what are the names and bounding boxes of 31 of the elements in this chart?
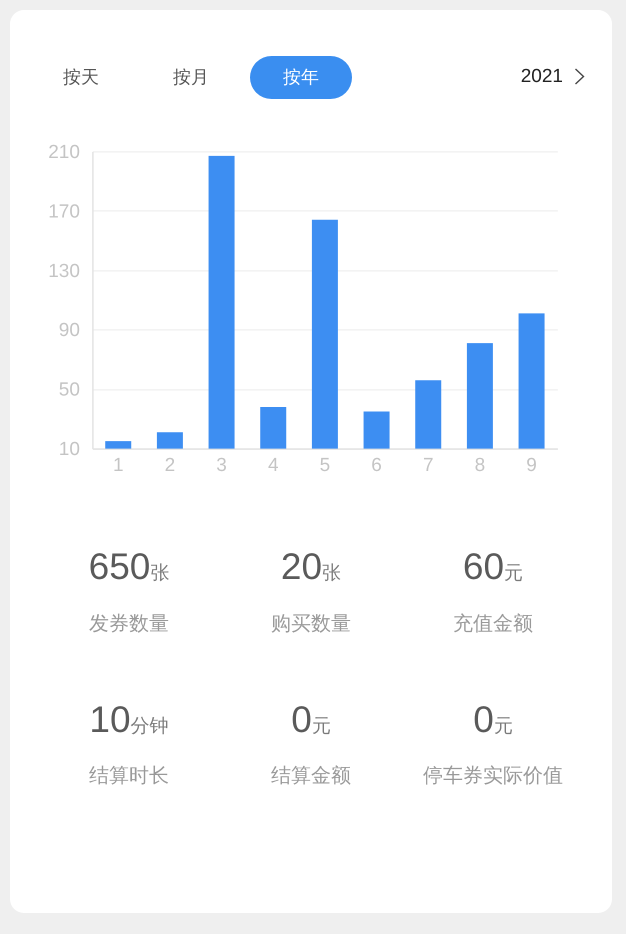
x-tick-label: 8 xyxy=(474,455,486,476)
category-label: 购买数量 xyxy=(270,612,352,636)
data-label: 0元 xyxy=(291,699,331,740)
tab-button: 按年 xyxy=(250,56,352,99)
x-tick-label: 2 xyxy=(164,455,176,476)
x-tick-label: 6 xyxy=(371,455,382,476)
text: 按月 xyxy=(173,66,209,89)
x-tick-label: 3 xyxy=(216,455,227,476)
x-tick-label: 4 xyxy=(268,455,279,476)
category-label: 停车券实际价值 xyxy=(422,764,564,788)
category-label: 结算时长 xyxy=(88,764,170,788)
category-label: 发券数量 xyxy=(88,612,170,636)
text: 2021 xyxy=(520,65,563,89)
text: 按天 xyxy=(63,66,99,89)
x-tick-label: 5 xyxy=(320,455,330,476)
category-label: 充值金额 xyxy=(452,612,534,636)
y-tick-label: 130 xyxy=(48,260,80,282)
x-tick-label: 7 xyxy=(422,455,434,476)
data-label: 60元 xyxy=(462,546,524,587)
data-label: 0元 xyxy=(473,699,513,740)
y-tick-label: 10 xyxy=(58,439,80,460)
y-tick-label: 90 xyxy=(58,320,80,342)
data-label: 10分钟 xyxy=(89,699,169,740)
y-tick-label: 50 xyxy=(58,380,80,401)
data-label: 650张 xyxy=(88,546,170,587)
x-tick-label: 9 xyxy=(526,455,537,476)
data-label: 20张 xyxy=(280,546,342,587)
category-label: 结算金额 xyxy=(270,764,352,788)
y-tick-label: 170 xyxy=(48,201,80,222)
y-tick-label: 210 xyxy=(48,142,80,163)
x-tick-label: 1 xyxy=(112,455,124,476)
